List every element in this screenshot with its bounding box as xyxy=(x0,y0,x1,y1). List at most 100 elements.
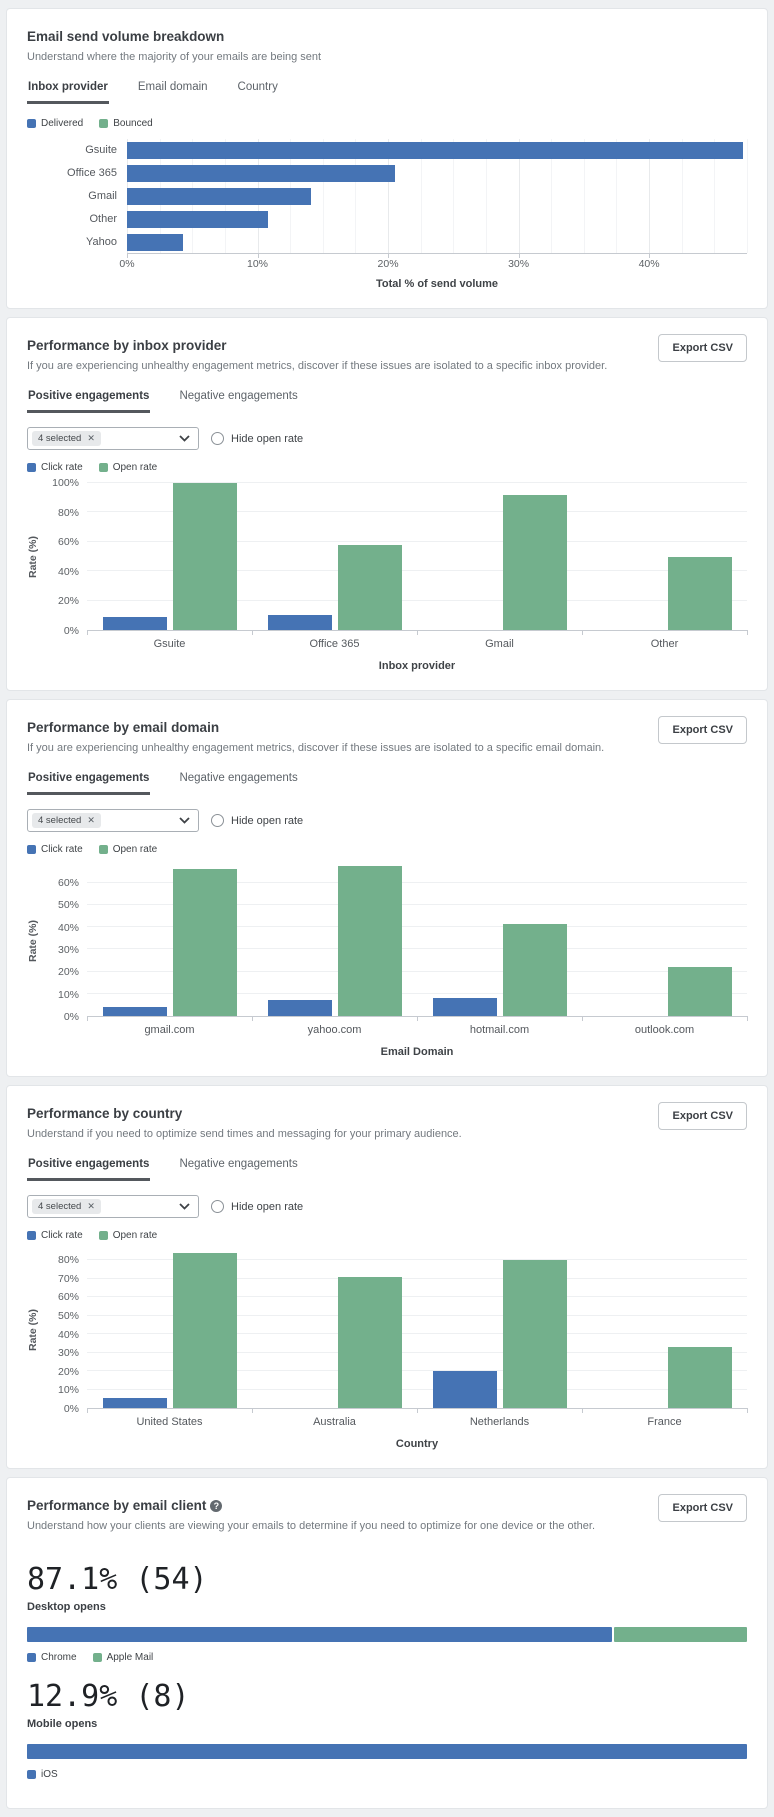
x-axis-label: Inbox provider xyxy=(378,660,456,672)
tab-email-domain[interactable]: Email domain xyxy=(137,81,208,93)
axis-tick xyxy=(417,1016,418,1021)
tab-negative-engagements[interactable]: Negative engagements xyxy=(179,390,298,402)
y-axis-ticks: 0% 10% 20% 30% 40% 50% 60% 70% 80% xyxy=(43,1251,87,1415)
desktop-opens-legend: Chrome Apple Mail xyxy=(27,1652,747,1663)
clear-selection-icon[interactable]: ✕ xyxy=(87,1201,95,1211)
bar-group-gmail-com xyxy=(102,865,237,1016)
selected-count-tag: 4 selected ✕ xyxy=(32,813,101,828)
tab-positive-engagements[interactable]: Positive engagements xyxy=(27,1156,151,1181)
country-filter-select[interactable]: 4 selected ✕ xyxy=(27,1195,199,1218)
bar-open-rate-outlook-com[interactable] xyxy=(667,967,732,1016)
rate-legend: Click rate Open rate xyxy=(27,844,747,855)
tab-negative-engagements[interactable]: Negative engagements xyxy=(179,772,298,784)
clear-selection-icon[interactable]: ✕ xyxy=(87,815,95,825)
bar-delivered-gsuite[interactable] xyxy=(127,142,744,159)
plot-area xyxy=(87,865,748,1021)
bar-open-rate-office-365[interactable] xyxy=(337,544,402,630)
hide-open-rate-checkbox[interactable] xyxy=(211,432,224,445)
bar-open-rate-netherlands[interactable] xyxy=(502,1260,567,1408)
gridline xyxy=(87,1370,747,1372)
mobile-opens-bar xyxy=(27,1744,747,1759)
bar-open-rate-gmail-com[interactable] xyxy=(172,869,237,1016)
card-subtitle: Understand how your clients are viewing … xyxy=(27,1520,596,1532)
y-tick-label: 50% xyxy=(57,899,79,912)
export-csv-button[interactable]: Export CSV xyxy=(658,1102,747,1130)
tab-positive-engagements[interactable]: Positive engagements xyxy=(27,770,151,795)
axis-tick xyxy=(252,630,253,635)
bar-click-rate-netherlands[interactable] xyxy=(432,1371,497,1408)
y-tick-label: 40% xyxy=(57,921,79,934)
bar-open-rate-australia[interactable] xyxy=(337,1276,402,1408)
engagement-tabs: Positive engagements Negative engagement… xyxy=(27,770,747,795)
hide-open-rate-checkbox[interactable] xyxy=(211,814,224,827)
card-subtitle: If you are experiencing unhealthy engage… xyxy=(27,742,605,754)
bar-group-netherlands xyxy=(432,1251,567,1408)
tab-positive-engagements[interactable]: Positive engagements xyxy=(27,388,151,413)
bar-open-rate-france[interactable] xyxy=(667,1347,732,1408)
country-chart: Rate (%) 0% 10% 20% 30% 40% 50% 60% 70% 80% Unit… xyxy=(27,1251,748,1450)
category-label: Other xyxy=(89,213,117,225)
category-label: Australia xyxy=(313,1416,356,1428)
bar-click-rate-gmail-com[interactable] xyxy=(102,1007,167,1016)
legend-item-open-rate: Open rate xyxy=(98,1230,157,1241)
bar-click-rate-united-states[interactable] xyxy=(102,1397,167,1408)
provider-filter-select[interactable]: 4 selected ✕ xyxy=(27,427,199,450)
bar-delivered-office-365[interactable] xyxy=(127,165,395,182)
selected-count-label: 4 selected xyxy=(38,1201,82,1212)
y-tick-label: 0% xyxy=(63,625,79,637)
send-volume-chart: Gsuite Office 365 Gmail Other Yahoo 0% 10% 20%… xyxy=(27,139,748,290)
legend-label: Click rate xyxy=(41,1230,83,1241)
legend-item-click-rate: Click rate xyxy=(27,1230,83,1241)
bar-delivered-gmail[interactable] xyxy=(127,188,312,205)
domain-filter-select[interactable]: 4 selected ✕ xyxy=(27,809,199,832)
legend-item-open-rate: Open rate xyxy=(98,844,157,855)
export-csv-button[interactable]: Export CSV xyxy=(658,1494,747,1522)
axis-tick xyxy=(518,253,520,258)
axis-tick xyxy=(649,253,651,258)
bar-click-rate-hotmail-com[interactable] xyxy=(432,998,497,1016)
bar-click-rate-yahoo-com[interactable] xyxy=(267,1000,332,1016)
bar-group-australia xyxy=(268,1251,402,1408)
card-title: Performance by inbox provider xyxy=(27,338,227,353)
bar-open-rate-yahoo-com[interactable] xyxy=(337,866,402,1016)
gridline xyxy=(747,139,748,253)
mobile-opens-label: Mobile opens xyxy=(27,1718,98,1730)
legend-swatch xyxy=(99,119,109,128)
export-csv-button[interactable]: Export CSV xyxy=(658,716,747,744)
legend-swatch xyxy=(98,463,108,472)
tab-inbox-provider[interactable]: Inbox provider xyxy=(27,79,109,104)
legend-swatch xyxy=(27,1653,36,1662)
axis-tick xyxy=(747,1408,748,1413)
bar-open-rate-other[interactable] xyxy=(667,556,732,630)
segment-apple-mail[interactable] xyxy=(614,1627,747,1642)
x-tick-label: 30% xyxy=(508,258,530,270)
hide-open-rate-checkbox[interactable] xyxy=(211,1200,224,1213)
clear-selection-icon[interactable]: ✕ xyxy=(87,433,95,443)
bar-open-rate-united-states[interactable] xyxy=(172,1252,237,1408)
y-tick-label: 60% xyxy=(57,1291,79,1304)
info-icon[interactable]: ? xyxy=(210,1500,223,1512)
bar-row xyxy=(127,208,747,231)
bar-click-rate-office-365[interactable] xyxy=(267,614,332,630)
bar-delivered-yahoo[interactable] xyxy=(127,234,184,251)
rate-legend: Click rate Open rate xyxy=(27,462,747,473)
gridline xyxy=(87,1388,747,1390)
legend-swatch xyxy=(92,1653,102,1662)
y-tick-label: 70% xyxy=(57,1272,79,1285)
legend-swatch xyxy=(27,845,36,854)
bar-click-rate-gsuite[interactable] xyxy=(102,616,167,630)
axis-tick xyxy=(388,253,390,258)
bar-open-rate-gmail[interactable] xyxy=(502,494,567,630)
tab-country[interactable]: Country xyxy=(237,81,278,93)
legend-swatch xyxy=(27,119,36,128)
bar-open-rate-hotmail-com[interactable] xyxy=(502,923,567,1016)
bar-open-rate-gsuite[interactable] xyxy=(172,483,237,630)
tab-negative-engagements[interactable]: Negative engagements xyxy=(179,1158,298,1170)
bar-delivered-other[interactable] xyxy=(127,211,268,228)
country-card: Performance by country Understand if you… xyxy=(6,1085,768,1469)
category-label: yahoo.com xyxy=(307,1024,362,1036)
gridline xyxy=(322,139,324,253)
export-csv-button[interactable]: Export CSV xyxy=(658,334,747,362)
segment-ios[interactable] xyxy=(27,1744,747,1759)
segment-chrome[interactable] xyxy=(27,1627,613,1642)
